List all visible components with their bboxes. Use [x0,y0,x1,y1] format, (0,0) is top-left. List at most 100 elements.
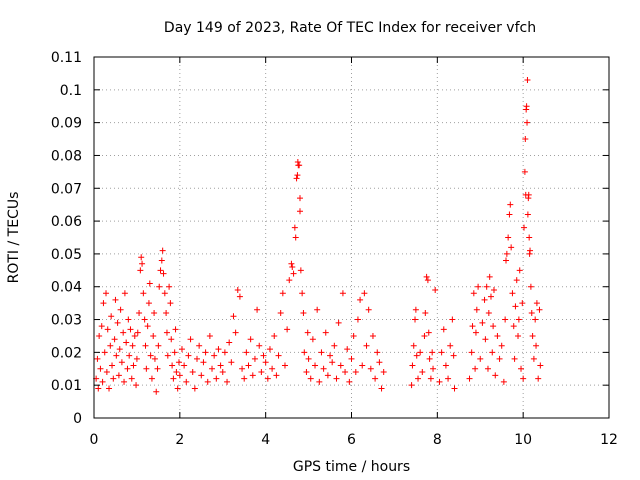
data-point [271,332,278,339]
data-point [372,375,379,382]
data-point [98,323,105,330]
data-point [194,355,200,362]
data-point [226,339,233,346]
data-point [221,349,228,356]
data-point [445,375,452,382]
data-point [123,339,130,346]
data-point [472,329,479,336]
data-point [485,309,492,316]
data-point [241,375,248,382]
data-point [118,359,125,366]
grid-lines [94,57,609,418]
data-point [508,244,515,251]
data-point [309,336,316,343]
data-point [421,332,428,339]
data-point [174,385,181,392]
data-point [322,329,329,336]
data-point [337,362,344,369]
data-point [170,375,177,382]
data-point [440,326,447,333]
data-point [415,375,422,382]
data-point [513,277,520,284]
data-point [234,287,241,294]
data-point [249,372,256,379]
data-point [327,352,334,359]
data-point [289,264,296,271]
data-point [219,369,226,376]
data-point [524,119,531,126]
data-point [120,329,127,336]
data-point [224,378,231,385]
data-point [169,362,176,369]
data-point [526,234,533,241]
data-point [191,385,198,392]
data-point [279,290,286,297]
data-point [178,346,185,353]
data-point [196,342,203,349]
data-point [324,372,331,379]
data-point [296,162,303,169]
data-point [175,359,182,366]
data-point [291,224,298,231]
data-point [376,359,383,366]
data-point [380,369,387,376]
data-point [126,352,133,359]
data-point [409,362,416,369]
data-point [290,270,297,277]
data-point [158,257,165,264]
data-point [510,323,517,330]
data-point [408,382,415,389]
data-point [140,290,147,297]
data-point [159,247,166,254]
data-point [352,369,359,376]
data-point [516,267,523,274]
data-point [318,349,325,356]
data-point [537,362,544,369]
data-point [228,359,235,366]
data-point [142,342,149,349]
data-point [243,349,250,356]
data-point [417,349,424,356]
data-point [156,283,163,290]
data-point [281,362,288,369]
data-point [449,316,456,323]
data-point [532,316,539,323]
data-point [112,296,119,303]
data-point [490,323,497,330]
data-point [506,211,513,218]
data-point [143,365,150,372]
data-point [518,365,525,372]
y-tick-label: 0.08 [51,148,82,164]
data-point [305,355,312,362]
data-point [206,332,213,339]
data-point [500,378,507,385]
data-point [247,336,254,343]
y-tick-label: 0.06 [51,214,82,230]
data-point [466,375,473,382]
data-point [172,326,179,333]
data-point [168,336,175,343]
data-point [106,385,113,392]
data-point [522,136,529,143]
x-tick-label: 10 [514,432,532,448]
data-point [292,234,299,241]
data-point [483,283,490,290]
y-tick-label: 0.04 [51,280,82,296]
data-point [198,372,205,379]
data-point [329,359,336,366]
data-point [251,355,258,362]
data-point [173,369,180,376]
data-point [141,316,148,323]
data-point [303,369,310,376]
data-point [277,309,284,316]
data-point [429,349,436,356]
y-tick-label: 0.01 [51,378,82,394]
y-tick-label: 0.07 [51,181,82,197]
data-point [97,365,104,372]
data-point [436,378,443,385]
data-point [294,172,301,179]
data-point [236,293,243,300]
data-point [121,290,128,297]
data-point [527,283,534,290]
